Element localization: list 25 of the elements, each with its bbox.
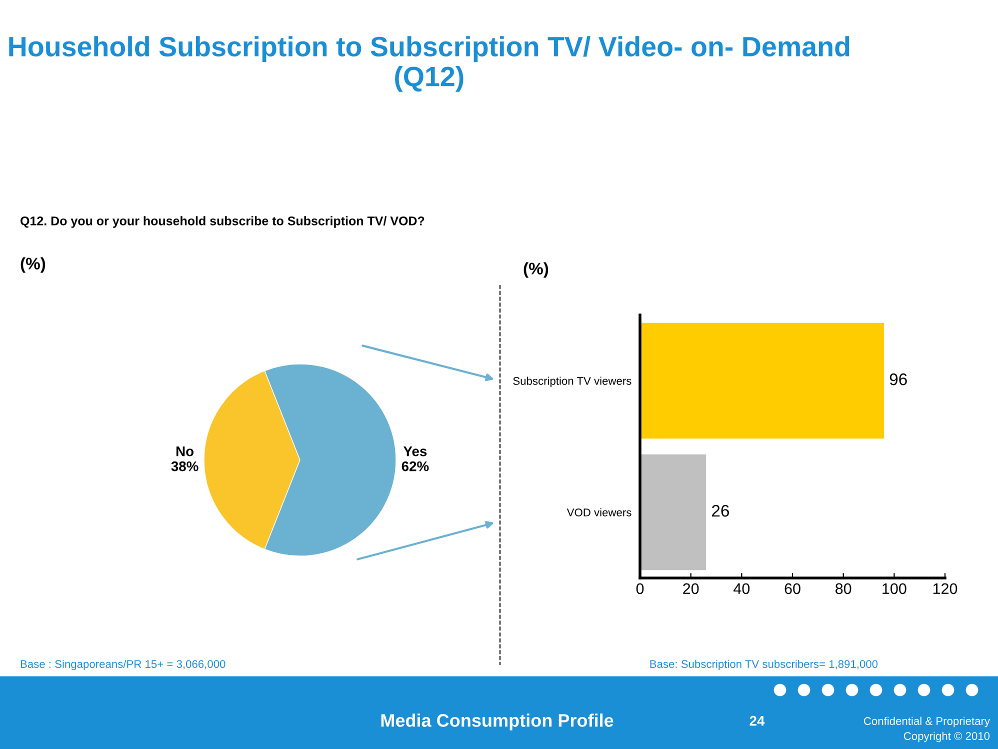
x-tick-label: 120 [933, 583, 958, 594]
data-label: 26 [712, 504, 729, 517]
y-tick-label: Subscription TV viewers [513, 376, 632, 388]
text: Base : Singaporeans/PR 15+ = 3,066,000 [20, 660, 226, 670]
text: Media Consumption Profile [381, 714, 614, 730]
x-tick-label: 80 [836, 583, 852, 594]
x-tick-label: 40 [734, 583, 750, 594]
slice-label: Yes [403, 446, 427, 456]
chart-subtitle: Q12. Do you or your household subscribe to Subscription TV/ VOD? [20, 216, 424, 228]
data-label: 62% [402, 461, 429, 472]
data-label: 96 [890, 373, 907, 386]
x-tick-label: 0 [636, 583, 644, 594]
chart-title: Household Subscription to Subscription TV/ Video- on- Demand (Q12) [9, 36, 850, 92]
text: Copyright © 2010 [904, 732, 990, 742]
x-tick-label: 60 [784, 583, 800, 594]
x-tick-label: 100 [882, 583, 906, 594]
slice-label: No [176, 446, 194, 456]
text: 24 [750, 716, 765, 726]
text: Base: Subscription TV subscribers= 1,891,000 [650, 660, 878, 670]
text: (%) [20, 257, 46, 273]
y-tick-label: VOD viewers [566, 508, 632, 516]
x-tick-label: 20 [683, 583, 699, 594]
data-label: 38% [171, 461, 198, 472]
text: Confidential & Proprietary [864, 716, 990, 728]
text: (%) [524, 262, 548, 278]
